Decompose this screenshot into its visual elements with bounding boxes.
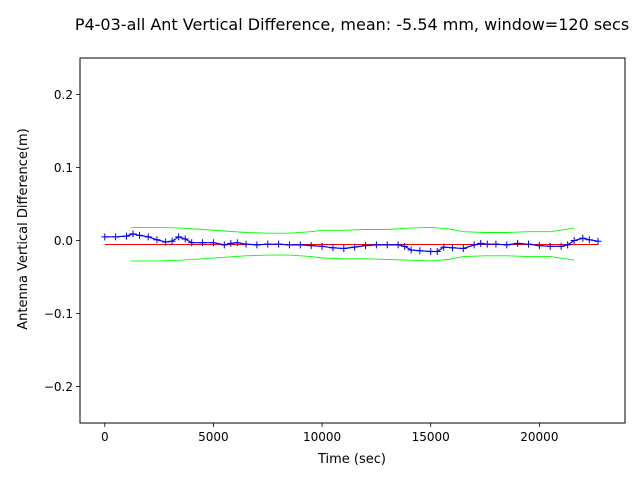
data-point-marker — [123, 232, 131, 240]
data-point-marker — [416, 247, 424, 255]
data-point-marker — [220, 241, 228, 249]
data-point-marker — [318, 242, 326, 250]
data-point-marker — [181, 235, 189, 243]
chart-title: P4-03-all Ant Vertical Difference, mean:… — [75, 15, 629, 34]
data-point-marker — [546, 242, 554, 250]
x-tick-label: 5000 — [198, 430, 229, 444]
data-point-marker — [503, 241, 511, 249]
data-point-marker — [199, 239, 207, 247]
y-tick-label: −0.1 — [44, 307, 73, 321]
data-point-marker — [296, 241, 304, 249]
data-point-marker — [570, 237, 578, 244]
data-point-marker — [459, 245, 467, 253]
data-point-marker — [557, 242, 565, 250]
data-point-marker — [351, 243, 359, 251]
data-point-marker — [477, 239, 485, 247]
y-axis: −0.2 −0.1 0.0 0.1 0.2 — [44, 88, 80, 394]
x-tick-label: 15000 — [412, 430, 450, 444]
data-point-marker — [307, 242, 315, 250]
x-axis-label: Time (sec) — [317, 452, 386, 467]
series-line-lower-band — [130, 254, 575, 262]
data-point-marker — [112, 233, 120, 241]
data-point-marker — [188, 239, 196, 247]
x-tick-label: 10000 — [303, 430, 341, 444]
data-point-marker — [227, 239, 235, 247]
y-tick-label: 0.2 — [54, 88, 73, 102]
data-point-marker — [362, 242, 370, 250]
data-point-marker — [101, 233, 109, 241]
data-point-marker — [525, 240, 533, 248]
data-point-marker — [407, 246, 415, 254]
data-point-marker — [264, 240, 272, 248]
data-point-marker — [153, 236, 161, 244]
x-tick-label: 0 — [101, 430, 109, 444]
data-point-marker — [585, 236, 593, 244]
data-point-marker — [594, 237, 602, 245]
y-axis-label: Antenna Vertical Difference(m) — [16, 128, 31, 329]
data-point-marker — [427, 247, 435, 255]
data-point-marker — [168, 237, 176, 245]
data-point-marker — [535, 242, 543, 250]
data-point-marker — [340, 245, 348, 253]
data-point-marker — [433, 247, 441, 255]
data-point-marker — [483, 240, 491, 248]
y-tick-label: −0.2 — [44, 380, 73, 394]
data-point-marker — [209, 239, 217, 247]
data-point-marker — [285, 241, 293, 249]
data-point-marker — [372, 241, 380, 249]
series-line-upper-band — [130, 226, 575, 234]
data-point-marker — [129, 230, 137, 238]
plot-area — [101, 226, 602, 262]
y-tick-label: 0.0 — [54, 234, 73, 248]
data-point-marker — [162, 238, 170, 246]
data-point-marker — [448, 244, 456, 252]
x-tick-label: 20000 — [520, 430, 558, 444]
data-point-marker — [514, 239, 522, 247]
data-point-marker — [242, 240, 250, 248]
data-point-marker — [383, 241, 391, 249]
data-point-marker — [394, 241, 402, 249]
data-point-marker — [329, 244, 337, 252]
y-tick-label: 0.1 — [54, 161, 73, 175]
data-point-marker — [175, 233, 183, 241]
data-point-marker — [253, 241, 261, 249]
data-point-marker — [492, 240, 500, 248]
data-point-marker — [275, 240, 283, 248]
data-point-marker — [144, 233, 152, 241]
data-point-marker — [470, 241, 478, 249]
data-point-marker — [579, 234, 587, 242]
data-point-marker — [136, 231, 144, 239]
x-axis: 0 5000 10000 15000 20000 — [101, 423, 558, 444]
data-point-marker — [564, 241, 572, 249]
data-point-marker — [401, 242, 409, 250]
data-point-marker — [233, 239, 241, 247]
data-point-marker — [440, 243, 448, 251]
